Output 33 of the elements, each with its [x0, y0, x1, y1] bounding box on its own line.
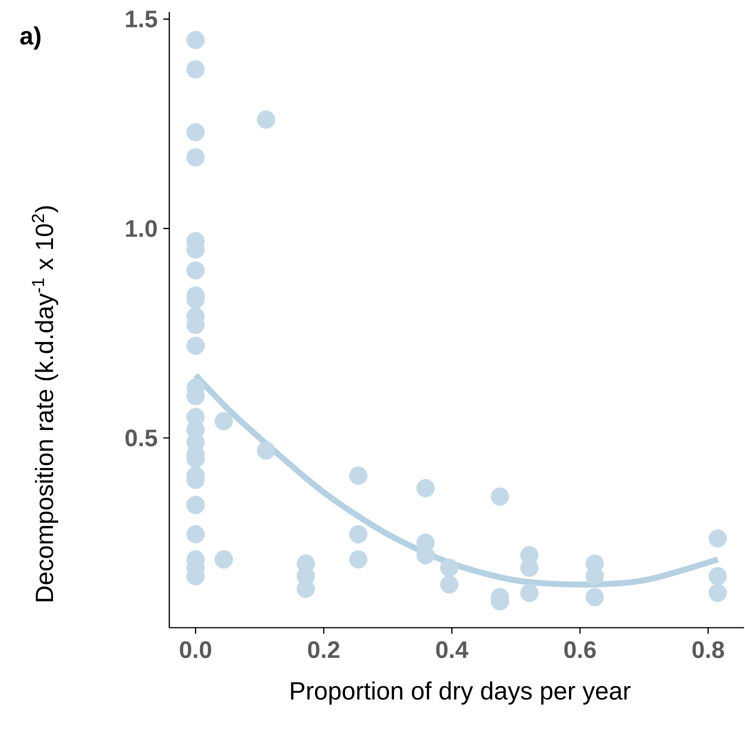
point	[186, 123, 205, 142]
point	[520, 584, 539, 602]
point	[186, 261, 205, 280]
point	[349, 466, 368, 485]
point	[257, 110, 276, 129]
y-tick-label: 1.0	[126, 220, 157, 237]
y-tick-label: 0.5	[126, 430, 158, 446]
text: a)	[20, 26, 41, 50]
y-tick-label: 1.5	[126, 10, 158, 28]
point	[708, 529, 728, 548]
point	[586, 588, 604, 606]
y-axis-title: Decomposition rate (k.d.day$^{-1}$ x 10$^{2}$)	[32, 206, 58, 602]
x-tick-label: 0.2	[308, 641, 340, 658]
point	[257, 441, 276, 460]
point	[214, 412, 234, 430]
x-axis-title: Proportion of dry days per year	[291, 681, 631, 705]
point	[349, 550, 368, 569]
point	[490, 487, 510, 506]
point	[708, 584, 728, 602]
x-tick-label: 0.0	[180, 641, 212, 658]
point	[186, 30, 205, 50]
point	[440, 558, 459, 577]
point	[186, 525, 205, 544]
x-tick-label: 0.4	[436, 641, 469, 658]
point	[416, 479, 435, 498]
point	[440, 575, 459, 594]
point	[186, 148, 205, 166]
point	[708, 567, 728, 586]
x-tick-label: 0.6	[564, 641, 596, 658]
point	[349, 525, 368, 544]
x-tick-label: 0.8	[692, 641, 724, 658]
point	[186, 60, 205, 79]
point	[186, 336, 205, 355]
